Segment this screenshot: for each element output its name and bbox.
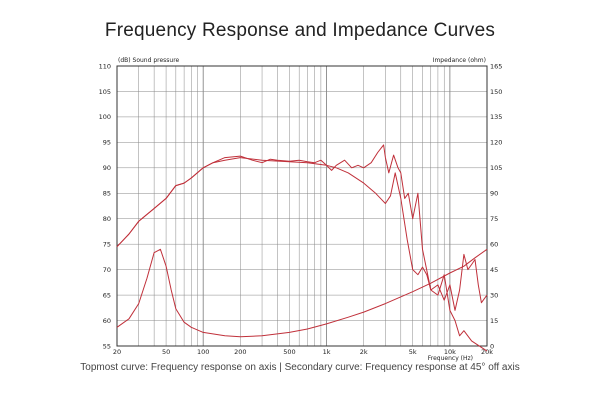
chart-title: Frequency Response and Impedance Curves xyxy=(104,20,496,41)
y-left-axis-label: (dB) Sound pressure xyxy=(118,57,180,64)
x-tick-label: 20k xyxy=(481,348,493,356)
x-tick-label: 20 xyxy=(113,348,121,356)
x-tick-label: 1k xyxy=(323,348,331,356)
x-tick-label: 200 xyxy=(234,348,246,356)
y-left-tick-label: 60 xyxy=(103,317,111,325)
x-tick-label: 500 xyxy=(283,348,295,356)
y-left-tick-label: 55 xyxy=(103,342,111,350)
y-left-tick-label: 90 xyxy=(103,164,111,172)
y-right-tick-label: 90 xyxy=(490,190,498,198)
y-left-tick-label: 105 xyxy=(99,88,111,96)
impedance-curve xyxy=(116,248,488,338)
y-right-tick-label: 60 xyxy=(490,240,498,248)
on-axis-response-curve xyxy=(116,144,488,311)
y-left-tick-label: 80 xyxy=(103,215,111,223)
y-right-tick-label: 75 xyxy=(490,215,498,223)
y-right-tick-label: 15 xyxy=(490,317,498,325)
y-right-tick-label: 120 xyxy=(490,139,502,147)
y-right-tick-label: 150 xyxy=(490,88,502,96)
y-right-tick-label: 165 xyxy=(490,62,502,70)
x-tick-label: 50 xyxy=(162,348,170,356)
y-right-tick-label: 45 xyxy=(490,266,498,274)
x-axis-label: Frequency (Hz) xyxy=(428,355,473,362)
y-left-tick-label: 65 xyxy=(103,291,111,299)
y-left-tick-label: 85 xyxy=(103,190,111,198)
x-tick-label: 10k xyxy=(444,348,456,356)
x-tick-label: 2k xyxy=(360,348,368,356)
y-right-tick-label: 105 xyxy=(490,164,502,172)
off-axis-response-curve xyxy=(116,157,488,352)
y-left-tick-label: 75 xyxy=(103,240,111,248)
y-right-tick-label: 135 xyxy=(490,113,502,121)
y-left-tick-label: 70 xyxy=(103,266,111,274)
x-tick-label: 100 xyxy=(197,348,209,356)
y-left-tick-label: 100 xyxy=(99,113,111,121)
chart-caption: Topmost curve: Frequency response on axi… xyxy=(80,362,520,373)
y-left-tick-label: 95 xyxy=(103,139,111,147)
x-tick-label: 5k xyxy=(409,348,417,356)
y-left-tick-label: 110 xyxy=(99,62,111,70)
y-right-tick-label: 30 xyxy=(490,291,498,299)
y-right-tick-label: 0 xyxy=(490,342,494,350)
y-right-axis-label: Impedance (ohm) xyxy=(433,57,486,64)
plot-frame xyxy=(116,65,488,347)
